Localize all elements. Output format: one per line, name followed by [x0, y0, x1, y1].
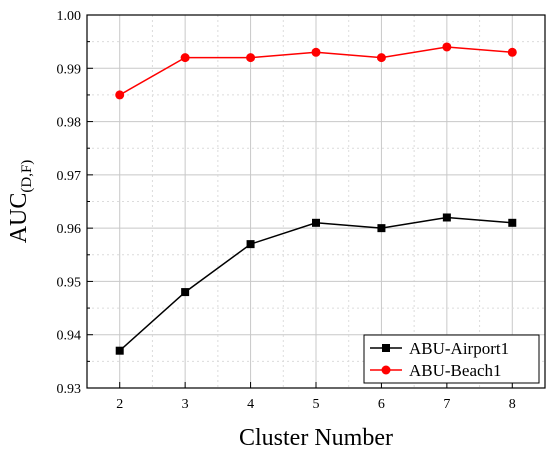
y-tick-label: 0.97 [57, 169, 82, 184]
series-0 [115, 213, 517, 355]
legend: ABU-Airport1 ABU-Beach1 [363, 334, 540, 384]
data-point [181, 288, 190, 297]
data-point [377, 224, 386, 233]
axis-ticks: 2 3 4 5 6 7 8 0.93 0.94 0.95 0.96 0.97 0.98 0.99 1.00 [57, 9, 516, 412]
data-point [115, 90, 125, 100]
y-tick-label: 0.94 [57, 329, 82, 344]
legend-marker [382, 344, 390, 352]
y-axis-title-main: AUC [6, 193, 32, 244]
x-tick-label: 2 [116, 397, 123, 412]
x-tick-label: 6 [378, 397, 385, 412]
data-point [442, 42, 452, 52]
x-axis-title: Cluster Number [239, 425, 393, 451]
data-point [115, 346, 124, 355]
x-tick-label: 5 [313, 397, 320, 412]
data-point [507, 47, 517, 57]
data-point [311, 47, 321, 57]
data-point [312, 218, 320, 227]
data-point [376, 53, 386, 63]
series-1 [115, 42, 517, 100]
legend-item: ABU-Airport1 [370, 339, 509, 358]
legend-items: ABU-Airport1 ABU-Beach1 [370, 339, 509, 380]
x-tick-label: 3 [182, 397, 189, 412]
data-point [246, 240, 255, 249]
legend-label: ABU-Beach1 [409, 361, 502, 380]
legend-label: ABU-Airport1 [409, 339, 509, 358]
y-tick-label: 1.00 [57, 9, 82, 24]
data-point [246, 53, 256, 63]
y-tick-label: 0.96 [57, 222, 82, 237]
y-tick-label: 0.93 [57, 382, 82, 397]
legend-marker [381, 365, 391, 375]
x-tick-label: 4 [247, 397, 254, 412]
legend-box [363, 334, 540, 384]
y-tick-label: 0.95 [57, 275, 82, 290]
y-tick-label: 0.98 [57, 116, 82, 131]
series-layer [115, 42, 517, 355]
legend-item: ABU-Beach1 [370, 361, 502, 380]
y-axis-title: AUC(D,F) [6, 160, 35, 244]
y-tick-label: 0.99 [57, 62, 82, 77]
grid-lines [87, 15, 545, 388]
data-point [442, 213, 451, 222]
x-tick-label: 8 [509, 397, 516, 412]
data-point [508, 218, 517, 227]
y-axis-title-subscript: (D,F) [19, 160, 35, 193]
x-tick-label: 7 [443, 397, 450, 412]
data-point [180, 53, 190, 63]
